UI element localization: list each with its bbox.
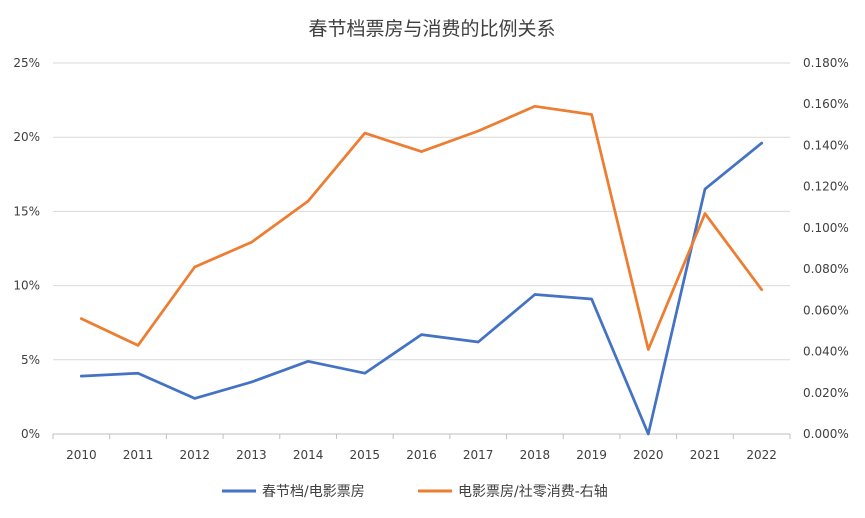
right-axis-tick-label: 0.180% [803, 56, 849, 70]
right-axis-tick-label: 0.140% [803, 138, 849, 152]
series-1-point [136, 371, 140, 375]
series-line-1 [79, 141, 764, 436]
x-axis-tick-label: 2019 [576, 448, 607, 462]
series-line-2 [79, 104, 764, 351]
series-2-point [420, 150, 423, 153]
series-1-point [363, 371, 367, 375]
x-axis-tick-label: 2022 [746, 448, 777, 462]
series-2-point [306, 199, 310, 203]
left-axis-tick-label: 5% [21, 353, 40, 367]
left-axis-tick-label: 25% [13, 56, 40, 70]
series-2-point [80, 317, 83, 320]
right-axis-tick-label: 0.060% [803, 303, 849, 317]
left-axis-tick-label: 20% [13, 130, 40, 144]
right-axis-tick-label: 0.020% [803, 386, 849, 400]
series-1-point [703, 187, 707, 191]
x-axis-tick-label: 2011 [123, 448, 154, 462]
right-axis-tick-label: 0.160% [803, 97, 849, 111]
series-1-point [420, 333, 423, 336]
series-1-point [647, 432, 650, 436]
legend-label-series-1: 春节档/电影票房 [262, 484, 365, 500]
legend: 春节档/电影票房 电影票房/社零消费-右轴 [222, 484, 608, 500]
legend-label-series-2: 电影票房/社零消费-右轴 [458, 484, 608, 500]
right-axis-tick-label: 0.040% [803, 345, 849, 359]
series-2-point [647, 348, 650, 351]
series-lines [79, 104, 764, 436]
x-axis-tick-label: 2018 [520, 448, 551, 462]
series-1-point [476, 340, 480, 344]
series-2-point [703, 212, 707, 215]
right-axis-tick-label: 0.100% [803, 221, 849, 235]
x-axis-tick-label: 2020 [633, 448, 664, 462]
series-1-point [80, 374, 83, 378]
x-axis-tick-label: 2016 [406, 448, 437, 462]
right-axis-tick-label: 0.080% [803, 262, 849, 276]
left-axis-ticks: 0% 5% 10% 15% 20% 25% [13, 56, 40, 441]
chart-title: 春节档票房与消费的比例关系 [308, 18, 555, 40]
left-axis-tick-label: 0% [21, 427, 40, 441]
right-axis-ticks: 0.000% 0.020% 0.040% 0.060% 0.080% 0.100% 0.12… [803, 56, 849, 441]
series-2-point [250, 241, 253, 244]
right-axis-tick-label: 0.000% [803, 427, 849, 441]
left-axis-tick-label: 10% [13, 279, 40, 293]
series-1-point [590, 297, 593, 301]
series-2-point [136, 344, 140, 347]
x-axis-tick-label: 2012 [179, 448, 210, 462]
series-1-point [533, 293, 537, 296]
left-axis-tick-label: 15% [13, 204, 40, 218]
series-2-point [363, 131, 367, 135]
gridlines [52, 62, 791, 439]
series-2-point [476, 129, 480, 133]
x-axis-tick-label: 2015 [350, 448, 381, 462]
x-axis-tick-label: 2010 [66, 448, 97, 462]
series-2-point [533, 105, 537, 108]
series-1-point [250, 380, 253, 384]
x-axis-tick-label: 2021 [690, 448, 721, 462]
x-axis-tick-label: 2017 [463, 448, 494, 462]
series-1-point [760, 141, 763, 145]
series-1-point [306, 360, 310, 363]
right-axis-tick-label: 0.120% [803, 180, 849, 194]
series-2-point [590, 113, 593, 116]
x-axis-tick-label: 2013 [236, 448, 267, 462]
series-2-point [193, 265, 196, 269]
x-axis-tick-label: 2014 [293, 448, 324, 462]
x-axis-ticks: 2010 2011 2012 2013 2014 2015 2016 2017 2018 2019… [66, 448, 777, 462]
series-2-point [760, 288, 763, 291]
series-1-point [193, 397, 196, 400]
